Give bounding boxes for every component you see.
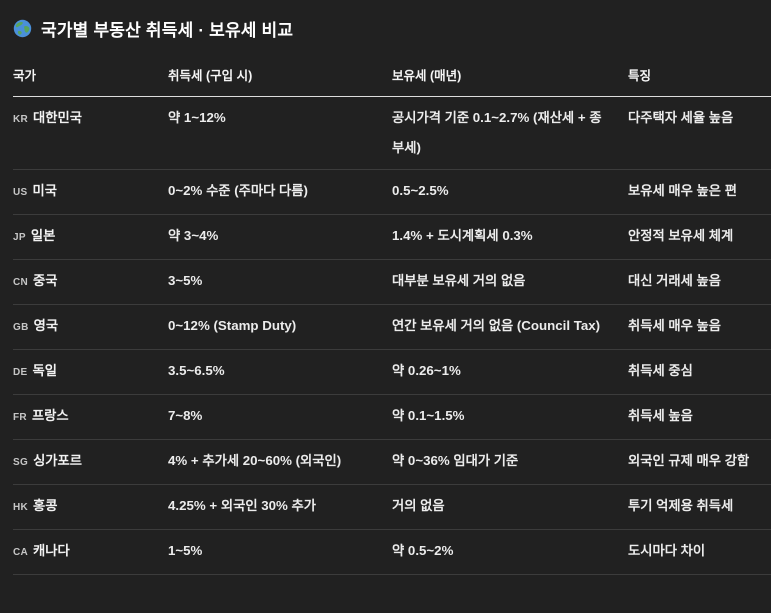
country-cell: KR 대한민국	[13, 97, 168, 169]
acquisition-tax-cell: 4.25% + 외국인 30% 추가	[168, 498, 317, 513]
country-name: 프랑스	[31, 408, 69, 423]
header-country: 국가	[13, 69, 37, 83]
feature-cell: 안정적 보유세 체계	[628, 228, 734, 243]
holding-tax-cell: 거의 없음	[392, 498, 445, 513]
country-cell: GB 영국	[13, 305, 168, 349]
country-code: CA	[13, 547, 29, 558]
country-name: 영국	[33, 318, 59, 333]
acquisition-tax-cell: 약 3~4%	[168, 228, 219, 243]
holding-tax-cell: 약 0.26~1%	[392, 363, 461, 378]
acquisition-tax-cell: 0~2% 수준 (주마다 다름)	[168, 183, 308, 198]
table-row: DE 독일 3.5~6.5% 약 0.26~1% 취득세 중심	[13, 350, 771, 395]
table-header-row: 국가 취득세 (구입 시) 보유세 (매년) 특징	[13, 55, 771, 97]
country-cell: JP 일본	[13, 215, 168, 259]
country-cell: DE 독일	[13, 350, 168, 394]
feature-cell: 취득세 매우 높음	[628, 318, 722, 333]
feature-cell: 도시마다 차이	[628, 543, 706, 558]
globe-icon	[13, 19, 32, 38]
feature-cell: 취득세 높음	[628, 408, 693, 423]
holding-tax-cell: 약 0.1~1.5%	[392, 408, 465, 423]
table-row: US 미국 0~2% 수준 (주마다 다름) 0.5~2.5% 보유세 매우 높은…	[13, 170, 771, 215]
acquisition-tax-cell: 3.5~6.5%	[168, 363, 225, 378]
holding-tax-cell: 대부분 보유세 거의 없음	[392, 273, 526, 288]
acquisition-tax-cell: 1~5%	[168, 543, 203, 558]
country-cell: FR 프랑스	[13, 395, 168, 439]
acquisition-tax-cell: 0~12% (Stamp Duty)	[168, 318, 297, 333]
country-name: 홍콩	[33, 498, 58, 513]
header-feature: 특징	[628, 69, 652, 83]
country-name: 일본	[30, 228, 56, 243]
feature-cell: 대신 거래세 높음	[628, 273, 722, 288]
table-row: HK 홍콩 4.25% + 외국인 30% 추가 거의 없음 투기 억제용 취득세	[13, 485, 771, 530]
table-row: CA 캐나다 1~5% 약 0.5~2% 도시마다 차이	[13, 530, 771, 575]
country-name: 대한민국	[33, 110, 82, 125]
table-row: FR 프랑스 7~8% 약 0.1~1.5% 취득세 높음	[13, 395, 771, 440]
country-cell: US 미국	[13, 170, 168, 214]
country-name: 싱가포르	[33, 453, 82, 468]
holding-tax-cell: 연간 보유세 거의 없음 (Council Tax)	[392, 318, 601, 333]
holding-tax-cell: 공시가격 기준 0.1~2.7% (재산세 + 종부세)	[392, 110, 602, 155]
country-cell: HK 홍콩	[13, 485, 168, 529]
table-row: KR 대한민국 약 1~12% 공시가격 기준 0.1~2.7% (재산세 + 종…	[13, 97, 771, 170]
acquisition-tax-cell: 4% + 추가세 20~60% (외국인)	[168, 453, 342, 468]
comparison-table: 국가 취득세 (구입 시) 보유세 (매년) 특징 KR 대한민국 약 1~12%…	[13, 55, 771, 575]
country-cell: SG 싱가포르	[13, 440, 168, 484]
country-cell: CN 중국	[13, 260, 168, 304]
country-code: KR	[13, 114, 29, 125]
holding-tax-cell: 약 0.5~2%	[392, 543, 454, 558]
country-code: GB	[13, 322, 29, 333]
page-title-row: 국가별 부동산 취득세 · 보유세 비교	[13, 16, 771, 41]
country-code: JP	[13, 232, 26, 243]
header-acquisition-tax: 취득세 (구입 시)	[168, 69, 253, 83]
country-code: DE	[13, 367, 28, 378]
country-name: 독일	[32, 363, 57, 378]
table-row: SG 싱가포르 4% + 추가세 20~60% (외국인) 약 0~36% 임대가…	[13, 440, 771, 485]
country-code: HK	[13, 502, 29, 513]
feature-cell: 투기 억제용 취득세	[628, 498, 734, 513]
feature-cell: 취득세 중심	[628, 363, 693, 378]
country-code: CN	[13, 277, 29, 288]
holding-tax-cell: 0.5~2.5%	[392, 183, 449, 198]
feature-cell: 다주택자 세율 높음	[628, 110, 734, 125]
table-row: GB 영국 0~12% (Stamp Duty) 연간 보유세 거의 없음 (Co…	[13, 305, 771, 350]
country-code: SG	[13, 457, 29, 468]
acquisition-tax-cell: 약 1~12%	[168, 110, 226, 125]
acquisition-tax-cell: 3~5%	[168, 273, 203, 288]
table-row: CN 중국 3~5% 대부분 보유세 거의 없음 대신 거래세 높음	[13, 260, 771, 305]
country-name: 캐나다	[33, 543, 70, 558]
table-row: JP 일본 약 3~4% 1.4% + 도시계획세 0.3% 안정적 보유세 체계	[13, 215, 771, 260]
feature-cell: 보유세 매우 높은 편	[628, 183, 737, 198]
header-holding-tax: 보유세 (매년)	[392, 69, 462, 83]
feature-cell: 외국인 규제 매우 강함	[628, 453, 750, 468]
country-name: 미국	[32, 183, 57, 198]
country-name: 중국	[33, 273, 58, 288]
acquisition-tax-cell: 7~8%	[168, 408, 203, 423]
holding-tax-cell: 약 0~36% 임대가 기준	[392, 453, 519, 468]
page: 국가별 부동산 취득세 · 보유세 비교 국가 취득세 (구입 시) 보유세 (…	[13, 16, 771, 575]
country-code: FR	[13, 412, 27, 423]
page-title: 국가별 부동산 취득세 · 보유세 비교	[41, 21, 294, 40]
country-code: US	[13, 187, 28, 198]
country-cell: CA 캐나다	[13, 530, 168, 574]
holding-tax-cell: 1.4% + 도시계획세 0.3%	[392, 228, 533, 243]
